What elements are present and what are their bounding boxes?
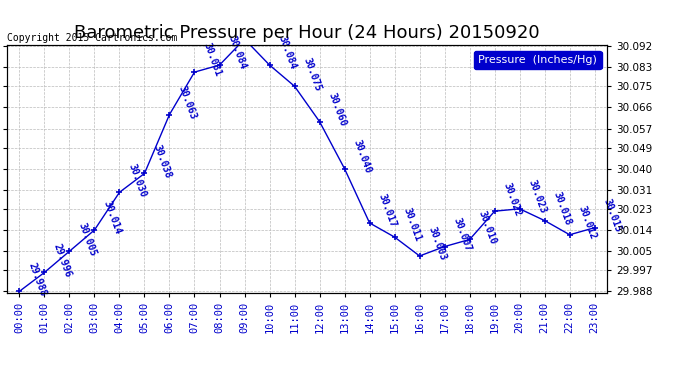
Text: 30.010: 30.010 (477, 209, 498, 246)
Text: 30.023: 30.023 (526, 178, 548, 215)
Text: 30.030: 30.030 (126, 162, 148, 198)
Text: 30.012: 30.012 (577, 204, 598, 241)
Text: 30.003: 30.003 (426, 226, 448, 262)
Text: 29.988: 29.988 (26, 261, 48, 297)
Text: 30.075: 30.075 (302, 56, 323, 92)
Text: 30.007: 30.007 (451, 216, 473, 253)
Text: 30.015: 30.015 (602, 197, 623, 234)
Text: 30.011: 30.011 (402, 207, 423, 243)
Text: 30.063: 30.063 (177, 84, 198, 121)
Text: 30.081: 30.081 (201, 42, 223, 78)
Title: Barometric Pressure per Hour (24 Hours) 20150920: Barometric Pressure per Hour (24 Hours) … (75, 24, 540, 42)
Text: Copyright 2015 Cartronics.com: Copyright 2015 Cartronics.com (7, 33, 177, 42)
Text: 29.996: 29.996 (51, 242, 73, 279)
Text: 30.018: 30.018 (551, 190, 573, 227)
Text: 30.095: 30.095 (0, 374, 1, 375)
Text: 30.005: 30.005 (77, 221, 98, 257)
Text: 30.038: 30.038 (151, 143, 173, 180)
Text: 30.084: 30.084 (277, 34, 298, 71)
Text: 30.084: 30.084 (226, 34, 248, 71)
Text: 30.014: 30.014 (101, 200, 123, 236)
Legend: Pressure  (Inches/Hg): Pressure (Inches/Hg) (474, 51, 602, 69)
Text: 30.017: 30.017 (377, 193, 398, 229)
Text: 30.060: 30.060 (326, 91, 348, 128)
Text: 30.022: 30.022 (502, 181, 523, 218)
Text: 30.040: 30.040 (351, 138, 373, 175)
